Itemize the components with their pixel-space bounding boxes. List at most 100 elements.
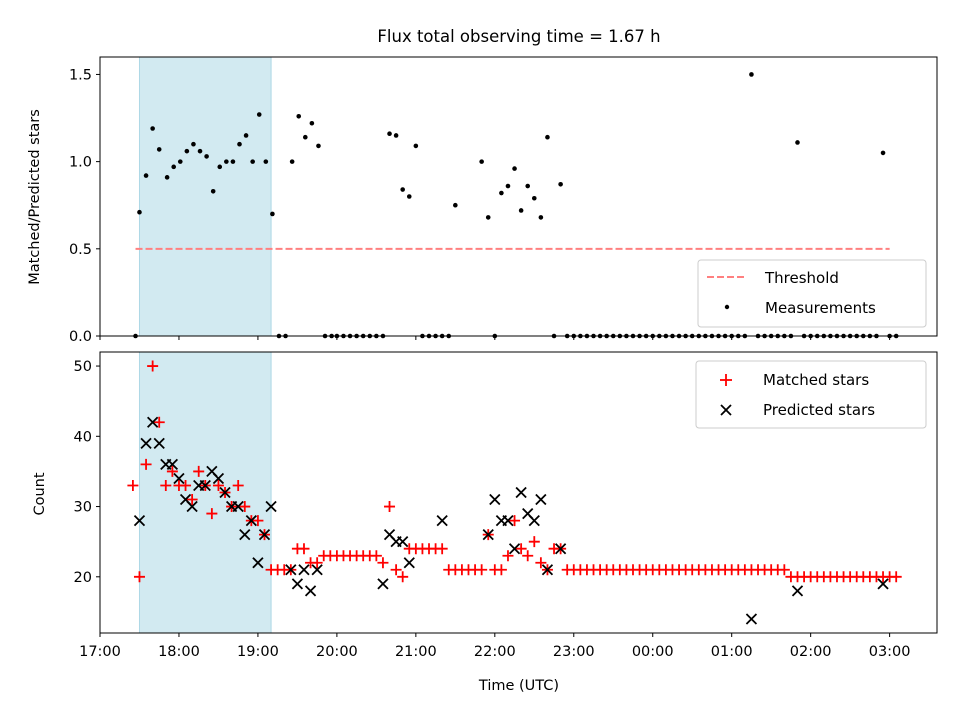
measurement-point [518,208,524,213]
measurement-point [749,72,754,77]
top-legend: Threshold Measurements [697,259,927,328]
predicted-star-marker [212,472,225,485]
measurement-point [296,113,302,119]
predicted-star-marker [877,578,889,590]
measurement-point [243,133,249,138]
predicted-star-marker [298,564,310,576]
predicted-star-marker [173,472,185,485]
predicted-star-marker [304,585,317,597]
measurement-point [171,164,176,170]
matched-star-marker [140,458,152,470]
measurement-point [406,194,412,199]
bottom-xtick-label: 21:00 [395,644,437,660]
predicted-star-marker [239,529,251,541]
bottom-xtick-label: 18:00 [158,644,200,660]
matched-star-marker [890,571,902,583]
measurement-point [156,147,162,152]
measurement-point [250,159,255,164]
bottom-ytick-label: 50 [74,359,92,375]
predicted-star-marker [219,486,231,499]
bottom-xtick-label: 02:00 [790,644,832,660]
measurement-point [256,112,262,117]
top-panel: 0.0 0.5 1.0 1.5 Matched/Predicted stars Thr… [27,56,938,345]
matched-star-marker [397,571,409,583]
bottom-y-ticks: 20 30 40 50 [74,359,100,586]
predicted-stars-layer [133,416,889,625]
x-axis-label: Time (UTC) [478,678,559,694]
top-ytick-label: 0.0 [69,329,92,345]
top-legend-box [697,259,927,328]
measurement-point [289,159,295,164]
measurement-point [143,173,149,178]
predicted-star-marker [377,578,389,590]
matched-star-marker [166,465,178,477]
measurement-point [880,150,886,156]
matched-star-marker [476,564,488,576]
measurement-point [210,188,216,194]
matched-star-marker [133,571,145,583]
matched-star-marker [528,536,540,548]
bottom-xtick-label: 17:00 [79,644,121,660]
measurement-point [309,120,315,126]
matched-star-marker [160,479,172,491]
matched-star-marker [370,550,382,562]
predicted-star-marker [745,613,758,625]
matched-star-marker [436,543,448,555]
bottom-ytick-label: 40 [74,429,92,445]
measurement-point [197,148,203,154]
matched-star-marker [153,416,165,428]
measurement-point [453,202,458,208]
predicted-star-marker [791,585,804,597]
legend-predicted-swatch [720,404,732,416]
predicted-star-marker [285,564,297,576]
legend-measurements-swatch [724,304,730,310]
measurement-point [230,159,236,164]
predicted-star-marker [508,543,521,555]
predicted-star-marker [147,416,159,428]
matched-star-marker [186,494,198,506]
measurement-point [217,164,223,170]
top-highlight-span [138,56,272,337]
legend-threshold-label: Threshold [764,269,839,287]
bottom-x-ticks: 17:00 18:00 19:00 20:00 21:00 22:00 23:00 00:00… [79,633,911,660]
predicted-star-marker [252,557,264,569]
measurement-point [393,133,399,138]
bottom-xtick-label: 19:00 [237,644,279,660]
measurement-point [387,131,392,137]
measurement-point [164,175,170,180]
predicted-star-marker [232,500,244,513]
matched-stars-layer [127,360,902,583]
matched-star-marker [212,479,224,491]
measurement-point [191,141,196,147]
measurement-point [479,159,484,164]
measurement-point [150,126,155,131]
top-ytick-label: 1.0 [69,155,92,171]
bottom-legend-box [695,360,927,429]
predicted-star-marker [403,557,415,569]
predicted-star-marker [535,493,547,506]
measurement-point [303,134,308,140]
measurement-point [512,166,517,171]
predicted-star-marker [397,536,409,548]
matched-star-marker [180,479,192,491]
predicted-star-marker [199,479,211,492]
measurement-point [545,134,550,140]
predicted-star-marker [311,564,323,576]
measurement-point [137,209,142,215]
top-x-ticks [99,336,891,340]
predicted-star-marker [133,514,146,527]
matched-star-marker [377,557,389,569]
bottom-legend: Matched stars Predicted stars [695,360,927,429]
measurement-point [270,211,275,217]
top-highlight-layer [138,56,272,337]
measurement-point [224,159,229,164]
measurement-point [485,215,491,220]
matched-star-marker [390,564,402,576]
legend-predicted-label: Predicted stars [763,401,875,419]
predicted-star-marker [489,493,501,506]
predicted-star-marker [436,514,448,527]
predicted-star-marker [258,529,271,541]
matched-star-marker [127,479,139,491]
matched-star-marker [239,501,251,513]
